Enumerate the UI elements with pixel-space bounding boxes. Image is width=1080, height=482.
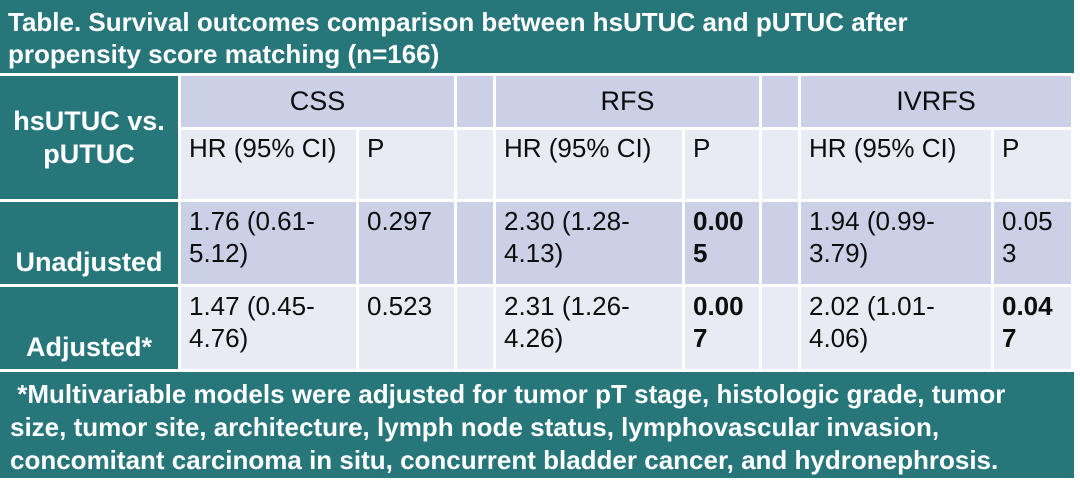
subheader-ivrfs-p: P bbox=[994, 130, 1071, 199]
spacer-cell bbox=[457, 76, 493, 127]
cell-unadjusted-css-p: 0.297 bbox=[359, 202, 454, 284]
spacer-cell bbox=[762, 76, 798, 127]
cell-unadjusted-css-hr: 1.76 (0.61-5.12) bbox=[181, 202, 356, 284]
table-footnote: *Multivariable models were adjusted for … bbox=[10, 379, 1013, 475]
spacer-cell bbox=[457, 202, 493, 284]
cell-adjusted-css-p: 0.523 bbox=[359, 287, 454, 369]
group-header-rfs: RFS bbox=[496, 76, 759, 127]
group-header-ivrfs: IVRFS bbox=[801, 76, 1071, 127]
row-label-unadjusted: Unadjusted bbox=[0, 202, 178, 284]
cell-adjusted-rfs-p: 0.007 bbox=[685, 287, 759, 369]
spacer-cell bbox=[762, 130, 798, 199]
row-label-adjusted: Adjusted* bbox=[0, 287, 178, 369]
cell-unadjusted-ivrfs-hr: 1.94 (0.99-3.79) bbox=[801, 202, 991, 284]
spacer-cell bbox=[457, 130, 493, 199]
cell-unadjusted-rfs-p: 0.005 bbox=[685, 202, 759, 284]
subheader-css-p: P bbox=[359, 130, 454, 199]
spacer-cell bbox=[457, 287, 493, 369]
group-header-css: CSS bbox=[181, 76, 454, 127]
cell-unadjusted-ivrfs-p: 0.053 bbox=[994, 202, 1071, 284]
cell-unadjusted-rfs-hr: 2.30 (1.28-4.13) bbox=[496, 202, 682, 284]
survival-outcomes-table: hsUTUC vs. pUTUC CSS RFS IVRFS HR (95% C… bbox=[0, 76, 1071, 369]
table-title: Table. Survival outcomes comparison betw… bbox=[8, 7, 908, 69]
table-title-band: Table. Survival outcomes comparison betw… bbox=[0, 0, 1074, 73]
cell-adjusted-css-hr: 1.47 (0.45-4.76) bbox=[181, 287, 356, 369]
subheader-ivrfs-hr: HR (95% CI) bbox=[801, 130, 991, 199]
spacer-cell bbox=[762, 202, 798, 284]
subheader-rfs-p: P bbox=[685, 130, 759, 199]
cell-adjusted-ivrfs-hr: 2.02 (1.01-4.06) bbox=[801, 287, 991, 369]
spacer-cell bbox=[762, 287, 798, 369]
cell-adjusted-rfs-hr: 2.31 (1.26-4.26) bbox=[496, 287, 682, 369]
footnote-band: *Multivariable models were adjusted for … bbox=[0, 372, 1074, 478]
subheader-rfs-hr: HR (95% CI) bbox=[496, 130, 682, 199]
corner-header-cell: hsUTUC vs. pUTUC bbox=[0, 76, 178, 199]
subheader-css-hr: HR (95% CI) bbox=[181, 130, 356, 199]
cell-adjusted-ivrfs-p: 0.047 bbox=[994, 287, 1071, 369]
